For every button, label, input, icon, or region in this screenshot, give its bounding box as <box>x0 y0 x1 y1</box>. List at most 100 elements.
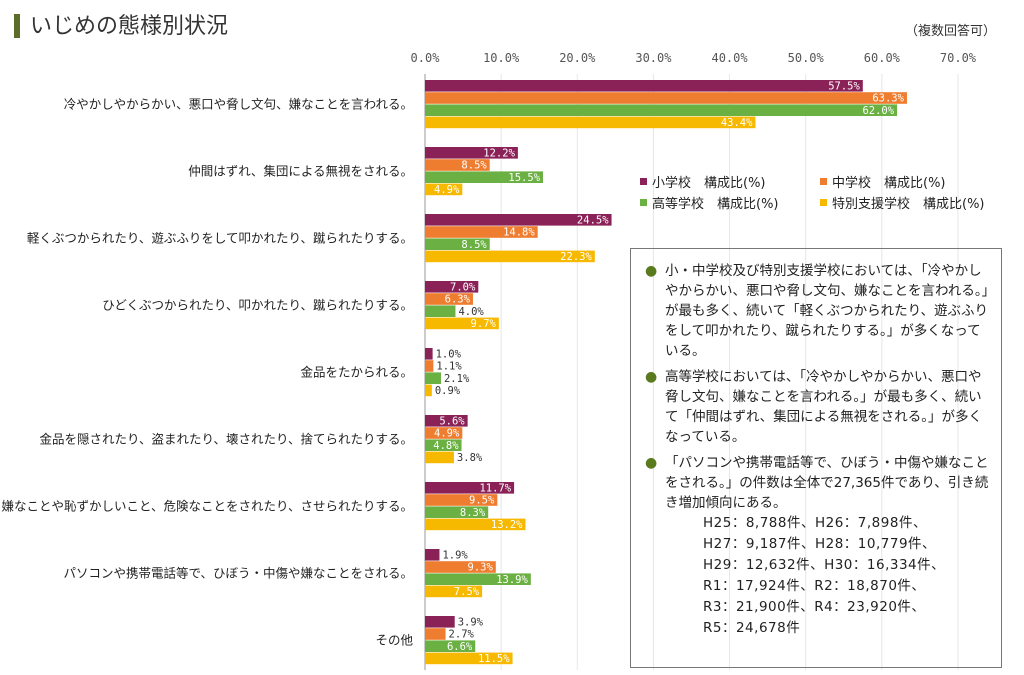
bar <box>425 573 531 585</box>
legend-label: 高等学校 構成比(%) <box>652 197 779 212</box>
summary-box: ● 小・中学校及び特別支援学校においては、「冷やかしやからかい、悪口や脅し文句、… <box>630 248 1002 668</box>
data-label: 14.8% <box>503 227 535 239</box>
bar <box>425 384 432 397</box>
data-label: 0.9% <box>435 385 461 397</box>
data-label: 1.0% <box>436 348 462 360</box>
data-label: 6.3% <box>445 294 471 306</box>
bar <box>425 147 518 159</box>
bar <box>425 104 898 116</box>
bar <box>425 214 612 226</box>
category-label: パソコンや携帯電話等で、ひぼう・中傷や嫌なことをされる。 <box>63 565 413 580</box>
bar <box>425 616 455 628</box>
x-tick-label: 50.0% <box>788 51 825 65</box>
page-title: いじめの態様別状況 <box>30 14 229 39</box>
yearly-count-line: H29：12,632件、H30：16,334件、 <box>703 557 946 573</box>
data-label: 7.5% <box>454 586 480 598</box>
bar <box>425 427 463 439</box>
legend-swatch <box>640 199 647 206</box>
category-label: 金品をたかられる。 <box>300 364 413 379</box>
bar <box>425 628 446 640</box>
legend-label: 小学校 構成比(%) <box>652 176 766 191</box>
x-tick-label: 20.0% <box>559 51 596 65</box>
bar <box>425 494 498 506</box>
data-label: 3.8% <box>457 452 483 464</box>
bar <box>425 92 907 104</box>
title-accent-bar <box>14 14 20 38</box>
bar <box>425 250 595 263</box>
bar <box>425 549 440 561</box>
data-label: 4.0% <box>458 306 484 318</box>
data-label: 4.9% <box>434 428 460 440</box>
data-label: 7.0% <box>450 281 476 293</box>
bullet-icon: ● <box>645 455 658 471</box>
x-tick-label: 0.0% <box>411 51 441 65</box>
yearly-count-line: H25：8,788件、H26：7,898件、 <box>703 515 927 531</box>
data-label: 1.9% <box>442 549 468 561</box>
bar <box>425 518 526 531</box>
bar <box>425 506 489 518</box>
category-label: ひどくぶつかられたり、叩かれたり、蹴られたりする。 <box>102 297 413 312</box>
x-tick-label: 60.0% <box>864 51 901 65</box>
bars <box>425 80 907 665</box>
data-label: 13.2% <box>491 519 523 531</box>
category-labels: 冷やかしやからかい、悪口や脅し文句、嫌なことを言われる。仲間はずれ、集団による無… <box>1 96 413 647</box>
data-label: 57.5% <box>828 80 860 92</box>
data-label: 11.7% <box>479 482 511 494</box>
data-label: 22.3% <box>560 251 592 263</box>
legend-item-high-school: 高等学校 構成比(%) <box>640 193 779 212</box>
data-label: 2.7% <box>449 629 475 641</box>
bar <box>425 171 544 183</box>
bar <box>425 281 479 293</box>
data-label: 62.0% <box>862 105 894 117</box>
yearly-count-line: R5：24,678件 <box>703 620 801 636</box>
bar <box>425 317 499 330</box>
summary-item: ● 高等学校においては、「冷やかしやからかい、悪口や脅し文句、嫌なことを言われる… <box>645 367 989 447</box>
data-label: 63.3% <box>872 93 904 105</box>
bar <box>425 652 513 665</box>
value-labels: 57.5%63.3%62.0%43.4%12.2%8.5%15.5%4.9%24… <box>433 80 904 665</box>
legend-item-junior-high: 中学校 構成比(%) <box>820 172 946 191</box>
bar <box>425 451 454 464</box>
data-label: 5.6% <box>439 415 465 427</box>
data-label: 11.5% <box>478 653 510 665</box>
data-label: 43.4% <box>721 117 753 129</box>
bullet-icon: ● <box>645 263 658 279</box>
bar <box>425 372 441 384</box>
category-label: 嫌なことや恥ずかしいこと、危険なことをされたり、させられたりする。 <box>1 498 413 513</box>
bar <box>425 640 476 652</box>
category-label: その他 <box>375 632 413 647</box>
summary-text: 小・中学校及び特別支援学校においては、「冷やかしやからかい、悪口や脅し文句、嫌な… <box>665 263 989 359</box>
bar <box>425 159 490 171</box>
summary-item: ● 「パソコンや携帯電話等で、ひぼう・中傷や嫌なことをされる。」の件数は全体で2… <box>645 453 989 513</box>
bar <box>425 482 515 494</box>
data-label: 9.5% <box>469 495 495 507</box>
category-label: 金品を隠されたり、盗まれたり、壊されたり、捨てられたりする。 <box>39 431 413 446</box>
data-label: 6.6% <box>447 641 473 653</box>
legend-swatch <box>820 199 827 206</box>
data-label: 24.5% <box>577 214 609 226</box>
category-label: 仲間はずれ、集団による無視をされる。 <box>188 163 413 178</box>
x-axis-ticks: 0.0% 10.0% 20.0% 30.0% 40.0% 50.0% 60.0% 70.0% <box>411 51 977 65</box>
yearly-count-list: H25：8,788件、H26：7,898件、 H27：9,187件、H28：10… <box>645 513 989 639</box>
data-label: 9.7% <box>471 318 497 330</box>
yearly-count-line: R3：21,900件、R4：23,920件、 <box>703 599 926 615</box>
legend-swatch <box>640 178 647 185</box>
data-label: 8.3% <box>460 507 486 519</box>
legend-label: 中学校 構成比(%) <box>832 176 946 191</box>
legend-item-elementary: 小学校 構成比(%) <box>640 172 766 191</box>
summary-text: 「パソコンや携帯電話等で、ひぼう・中傷や嫌なことをされる。」の件数は全体で27,… <box>665 455 989 511</box>
summary-item: ● 小・中学校及び特別支援学校においては、「冷やかしやからかい、悪口や脅し文句、… <box>645 261 989 361</box>
multiple-answer-note: （複数回答可） <box>904 24 996 39</box>
data-label: 4.8% <box>433 440 459 452</box>
bar <box>425 293 473 305</box>
summary-text: 高等学校においては、「冷やかしやからかい、悪口や脅し文句、嫌なことを言われる。」… <box>665 369 982 445</box>
bar <box>425 561 496 573</box>
legend-swatch <box>820 178 827 185</box>
x-tick-label: 30.0% <box>635 51 672 65</box>
data-label: 13.9% <box>496 574 528 586</box>
bar <box>425 116 756 129</box>
bar <box>425 226 538 238</box>
bar <box>425 80 863 92</box>
legend-item-special-support: 特別支援学校 構成比(%) <box>820 193 985 212</box>
bar <box>425 439 462 451</box>
